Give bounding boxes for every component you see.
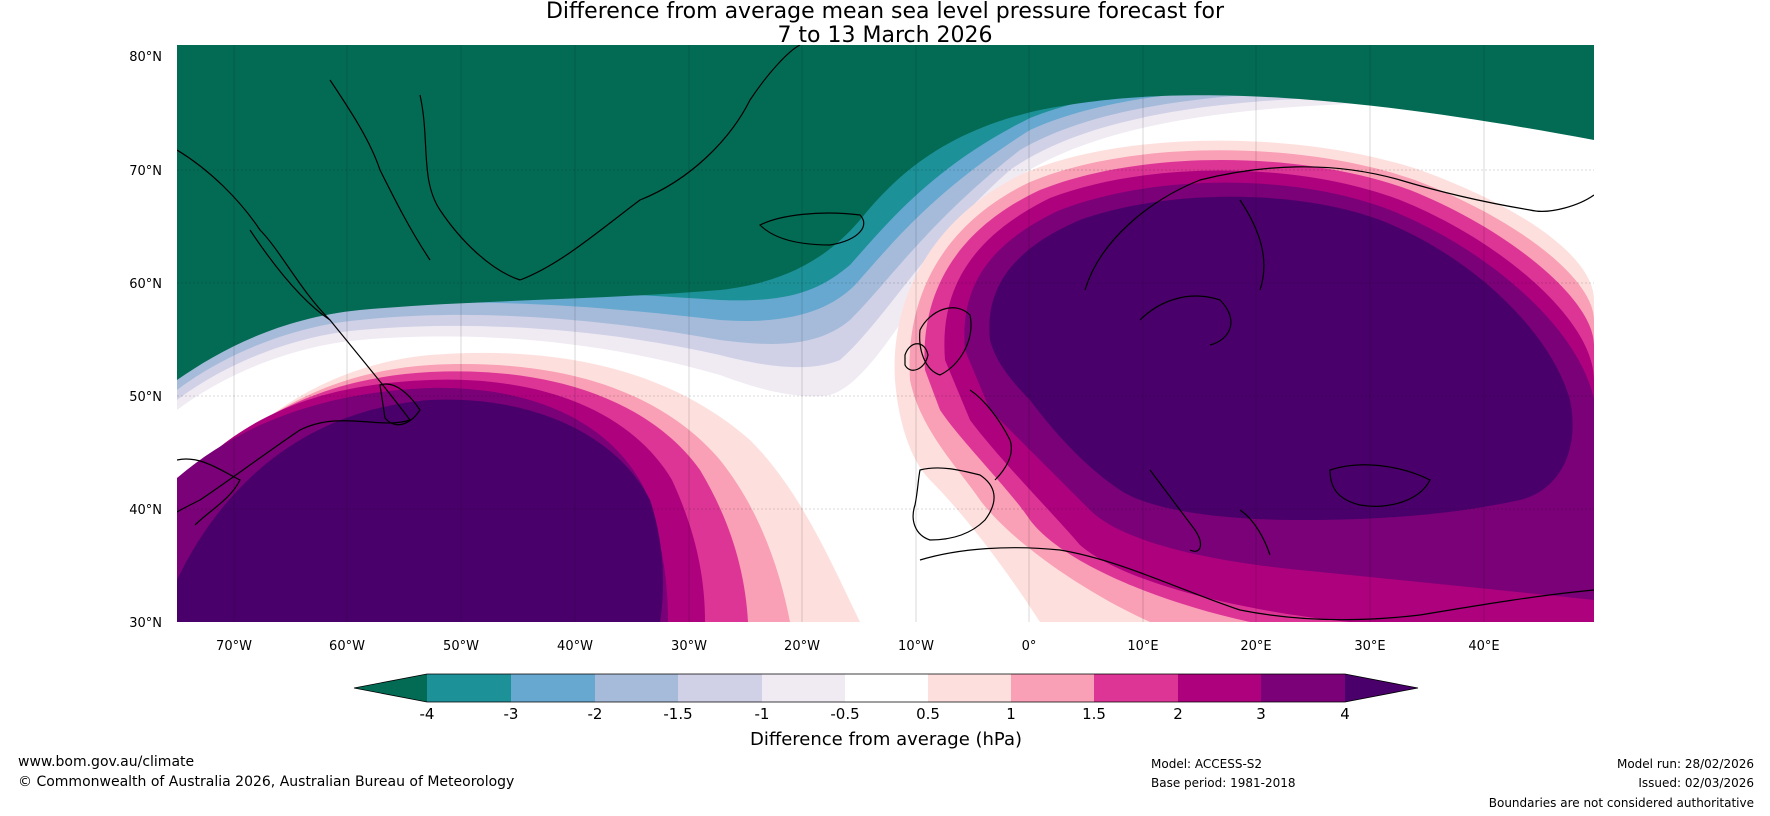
- colorbar-ticks: -4 -3 -2 -1.5 -1 -0.5 0.5 1 1.5 2 3 4: [420, 705, 1350, 723]
- lon-label: 10°E: [1127, 639, 1158, 654]
- colorbar-segment: [762, 674, 845, 702]
- colorbar-extend-high: [1345, 674, 1418, 702]
- map-title: Difference from average mean sea level p…: [0, 0, 1770, 48]
- lon-label: 10°W: [898, 639, 934, 654]
- colorbar-tick-label: 1.5: [1082, 705, 1106, 723]
- colorbar-tick-label: 0.5: [916, 705, 940, 723]
- colorbar-segment: [678, 674, 762, 702]
- baltic-coast: [1139, 295, 1232, 346]
- issued-date: Issued: 02/03/2026: [1638, 776, 1754, 790]
- greenland-coast: [419, 45, 801, 281]
- colorbar-segment: [1178, 674, 1261, 702]
- contour-band-neg-6: [177, 45, 1594, 385]
- lon-label: 0°: [1022, 639, 1037, 654]
- coastlines: [177, 45, 1594, 621]
- colorbar-tick-label: 4: [1340, 705, 1350, 723]
- boundaries-disclaimer: Boundaries are not considered authoritat…: [1488, 796, 1754, 810]
- colorbar-segment: [845, 674, 928, 702]
- lat-label: 80°N: [129, 50, 162, 65]
- lon-label: 20°W: [784, 639, 820, 654]
- website-link[interactable]: www.bom.gov.au/climate: [18, 754, 195, 770]
- model-run: Model run: 28/02/2026: [1616, 757, 1754, 771]
- europe-west-coast: [969, 389, 1012, 481]
- colorbar-tick-label: -1: [755, 705, 770, 723]
- model-name: Model: ACCESS-S2: [1151, 757, 1263, 771]
- colorbar-tick-label: 3: [1256, 705, 1266, 723]
- iberia-coast: [912, 467, 995, 541]
- colorbar-segment: [511, 674, 595, 702]
- black-sea-coast: [1329, 464, 1431, 507]
- colorbar-extend-low: [354, 674, 427, 702]
- lon-label: 70°W: [216, 639, 252, 654]
- contour-band-pos-atl-6: [177, 399, 663, 622]
- copyright-text: © Commonwealth of Australia 2026, Austra…: [18, 774, 515, 790]
- canada-coast: [177, 149, 411, 513]
- lon-label: 30°W: [671, 639, 707, 654]
- lon-label: 40°W: [557, 639, 593, 654]
- labrador-coast: [249, 229, 331, 321]
- colorbar-tick-label: -4: [420, 705, 435, 723]
- newfoundland-coast: [379, 383, 421, 426]
- colorbar-segment: [1094, 674, 1178, 702]
- colorbar-segment: [928, 674, 1011, 702]
- us-east-coast: [177, 458, 241, 526]
- colorbar-tick-label: -1.5: [663, 705, 692, 723]
- iceland-coast: [758, 212, 865, 246]
- norway-coast: [1084, 166, 1594, 291]
- colorbar-tick-label: 2: [1173, 705, 1183, 723]
- colorbar-outline: [353, 673, 1419, 703]
- lon-label: 20°E: [1240, 639, 1271, 654]
- base-period: Base period: 1981-2018: [1151, 776, 1296, 790]
- graticule: [177, 45, 1594, 622]
- colorbar: [353, 673, 1419, 703]
- greenland-west-coast: [329, 79, 431, 261]
- lon-label: 40°E: [1468, 639, 1499, 654]
- lat-label: 40°N: [129, 503, 162, 518]
- lat-label: 30°N: [129, 616, 162, 631]
- colorbar-segment: [1011, 674, 1094, 702]
- latitude-labels: 80°N 70°N 60°N 50°N 40°N 30°N: [129, 50, 162, 631]
- colorbar-segment: [1261, 674, 1345, 702]
- title-line-2: 7 to 13 March 2026: [777, 23, 993, 48]
- contour-band-pos-eur-6: [989, 196, 1573, 520]
- colorbar-tick-label: -3: [504, 705, 519, 723]
- title-line-1: Difference from average mean sea level p…: [545, 0, 1225, 24]
- lon-label: 30°E: [1354, 639, 1385, 654]
- lon-label: 50°W: [443, 639, 479, 654]
- colorbar-tick-label: -2: [588, 705, 603, 723]
- colorbar-segment: [595, 674, 678, 702]
- colorbar-tick-label: 1: [1006, 705, 1016, 723]
- lon-label: 60°W: [329, 639, 365, 654]
- north-africa-coast: [919, 547, 1594, 621]
- finland-coast: [1239, 199, 1265, 291]
- lat-label: 70°N: [129, 164, 162, 179]
- ireland-coast: [904, 343, 929, 371]
- italy-coast: [1149, 469, 1202, 552]
- greece-coast: [1239, 509, 1271, 556]
- colorbar-tick-label: -0.5: [830, 705, 859, 723]
- longitude-labels: 70°W 60°W 50°W 40°W 30°W 20°W 10°W 0° 10…: [216, 639, 1500, 654]
- colorbar-label: Difference from average (hPa): [750, 729, 1022, 750]
- lat-label: 60°N: [129, 277, 162, 292]
- colorbar-segment: [427, 674, 511, 702]
- lat-label: 50°N: [129, 390, 162, 405]
- uk-coast: [919, 307, 972, 376]
